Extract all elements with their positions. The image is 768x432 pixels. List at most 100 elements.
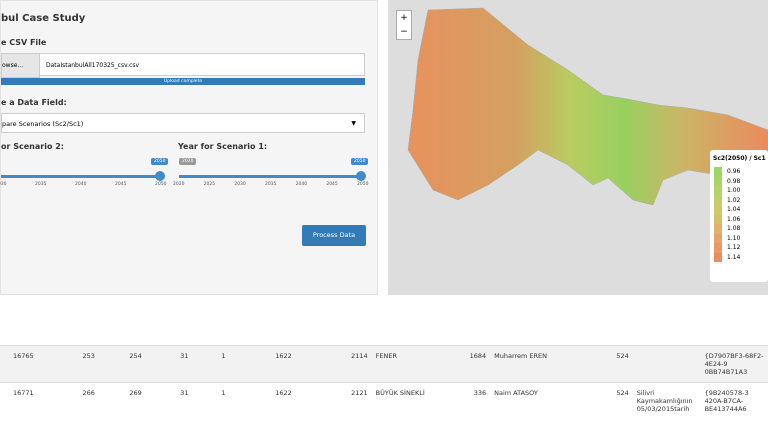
slider2-badge: 2050 [351,158,369,165]
process-button[interactable]: Process Data [302,225,366,246]
legend-item: 1.06 [710,214,768,224]
legend-title: Sc2(2050) / Sc1 [713,155,766,162]
table-cell: Silivri Kaymakamlığının 05/03/2015tarih [636,389,693,413]
table-cell: 254 [129,352,142,360]
table-cell: {D7907BF3-68F2-4E24-9 0BB74B71A3 [704,352,764,376]
table-cell: 524 [616,389,629,397]
slider-tick: 2050 [357,182,369,187]
table-cell: 1622 [275,352,292,360]
table-cell: 1 [221,389,226,397]
slider-tick: 2040 [75,182,87,187]
file-name: DataIstanbulAll170325_csv.csv [39,53,365,76]
table-cell: 2121 [351,389,368,397]
slider2-handle[interactable] [356,171,366,181]
slider-tick: 2040 [295,182,308,187]
legend-label: 1.00 [727,187,741,195]
table-cell: 266 [82,389,95,397]
table-cell: Naim ATASOY [494,389,538,397]
data-table: 16765 253 254 31 1 1622 2114 FENER 1684 Muharrem … [0,345,768,419]
legend-item: 0.96 [710,167,768,177]
table-cell: 1622 [275,389,292,397]
legend-item: 1.10 [710,233,768,243]
legend-label: 1.08 [727,225,741,233]
table-cell: 336 [473,389,487,397]
map: + − Sc2(2050) / Sc1 0.96 0.98 1.00 1.02 1.04 1… [388,0,768,295]
legend-swatch [714,214,722,224]
slider-tick: 2030 [234,182,246,187]
slider2-label: Year for Scenario 1: [178,142,268,151]
legend-label: 1.04 [727,206,741,214]
legend: Sc2(2050) / Sc1 0.96 0.98 1.00 1.02 1.04 1.06… [710,150,768,282]
table-cell: 16765 [12,352,34,360]
browse-button[interactable]: owse... [1,53,40,78]
slider1-track [1,175,161,178]
table-cell: 31 [180,389,189,397]
legend-label: 1.10 [727,234,741,242]
table-cell: 524 [616,352,629,360]
slider1-badge: 2050 [151,158,169,165]
table-cell: 1684 [469,352,487,360]
legend-item: 0.98 [710,176,768,186]
table-cell: 16771 [12,389,34,397]
legend-swatch [714,176,722,186]
table-cell: 253 [82,352,95,360]
table-cell: 269 [129,389,142,397]
legend-label: 0.96 [727,168,741,176]
table-cell: 31 [180,352,189,360]
legend-item: 1.00 [710,186,768,196]
table-cell [633,346,701,383]
table-cell: BÜYÜK SİNEKLİ [375,389,425,397]
legend-item: 1.12 [710,243,768,253]
legend-swatch [714,233,722,243]
table-cell: 1 [221,352,226,360]
slider2-track [179,175,363,178]
legend-label: 1.12 [727,244,741,252]
zoom-out[interactable]: − [400,27,408,37]
app-title: bul Case Study [1,13,86,24]
slider-tick: 2030 [0,182,7,187]
table-cell: 2114 [351,352,368,360]
file-label: e CSV File [1,38,47,47]
legend-label: 1.02 [727,196,741,204]
slider-tick: 2045 [115,182,127,187]
slider-tick: 2035 [35,182,47,187]
slider-tick: 2020 [173,182,185,187]
table-cell: Muharrem EREN [494,352,548,360]
slider-tick: 2050 [155,182,167,187]
field-label: e a Data Field: [1,98,67,107]
slider-tick: 2025 [203,182,216,187]
table-row: 16771 266 269 31 1 1622 2121 BÜYÜK SİNEKLİ 336 Na… [0,382,768,419]
table-cell: {9B240578-3 420A-B7CA- BE413744A6 [704,389,749,413]
legend-item: 1.02 [710,195,768,205]
legend-label: 1.06 [727,215,741,223]
table-cell: FENER [375,352,397,360]
legend-swatch [714,195,722,205]
table-row: 16765 253 254 31 1 1622 2114 FENER 1684 Muharrem … [0,345,768,383]
legend-swatch [714,167,722,177]
slider1-label: or Scenario 2: [1,142,64,151]
legend-swatch [714,252,722,262]
field-select[interactable]: pare Scenarios (Sc2/Sc1) ▼ [1,113,365,133]
upload-progress: Upload complete [1,78,365,85]
slider-tick: 2045 [326,182,338,187]
legend-swatch [714,186,722,196]
zoom-in[interactable]: + [400,13,408,23]
zoom-control: + − [396,10,412,40]
legend-item: 1.04 [710,205,768,215]
legend-swatch [714,243,722,253]
legend-item: 1.08 [710,224,768,234]
slider1-handle[interactable] [155,171,165,181]
caret: ▼ [351,120,356,127]
slider2-badge-low: 2020 [179,158,197,165]
istanbul-shape [407,7,768,206]
legend-item: 1.14 [710,252,768,262]
legend-swatch [714,205,722,215]
legend-swatch [714,224,722,234]
legend-label: 0.98 [727,177,741,185]
select-value: pare Scenarios (Sc2/Sc1) [2,120,84,128]
legend-label: 1.14 [727,253,741,261]
slider-tick: 2035 [265,182,277,187]
sidebar: bul Case Study e CSV File owse... DataIs… [0,0,378,295]
map-canvas [407,7,768,206]
